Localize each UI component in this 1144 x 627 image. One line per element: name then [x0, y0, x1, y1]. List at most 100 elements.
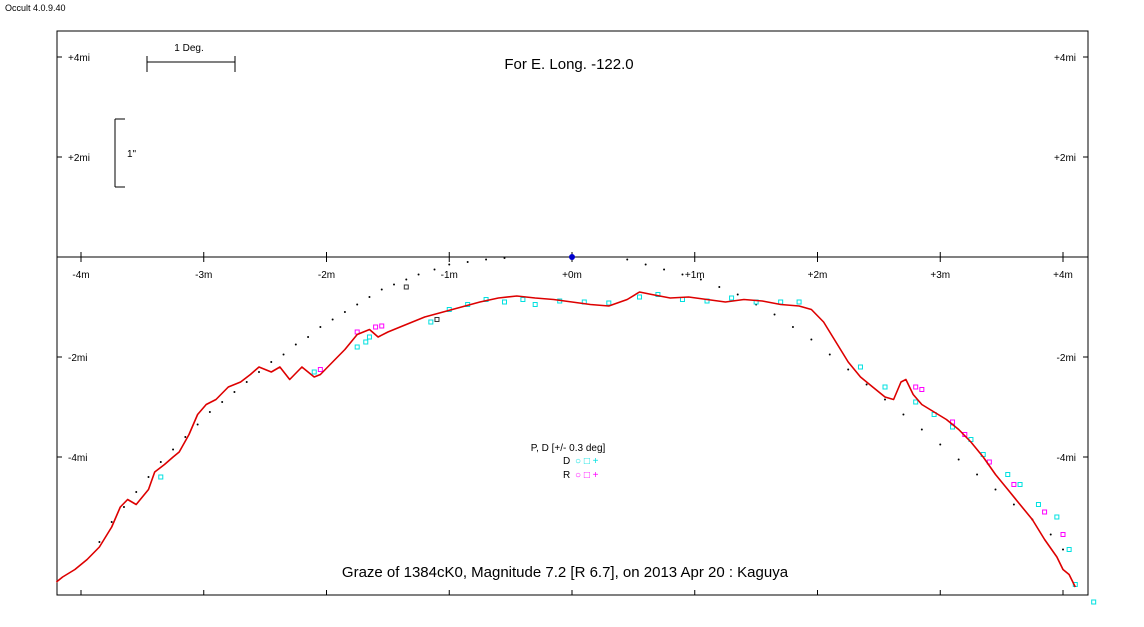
d-event-marker — [428, 319, 434, 325]
limb-dot — [307, 336, 310, 338]
limb-dot — [282, 353, 285, 356]
limb-dot — [196, 423, 199, 426]
d-event-marker — [729, 295, 735, 301]
limb-dot — [393, 283, 396, 286]
d-event-marker — [1054, 514, 1060, 520]
limb-dot — [884, 398, 887, 401]
limb-dot — [718, 286, 721, 288]
limb-dot — [331, 318, 334, 321]
legend: P, D [+/- 0.3 deg] D ○ □ + R ○ □ + — [531, 443, 606, 481]
d-event-marker — [1035, 502, 1041, 507]
other-event-marker — [434, 317, 440, 322]
x-tick-label: -4m — [72, 270, 89, 281]
limb-dot — [828, 353, 831, 356]
limb-dot — [110, 521, 113, 523]
r-event-marker — [317, 367, 323, 372]
limb-dot — [433, 268, 436, 271]
limb-dot — [939, 443, 942, 446]
limb-dot — [773, 313, 776, 316]
limb-dot — [663, 268, 666, 271]
d-event-marker — [913, 399, 919, 405]
y-tick-label-left: +4mi — [68, 53, 90, 64]
limb-dot — [626, 258, 629, 261]
x-tick-label: -2m — [318, 270, 335, 281]
star-marker — [569, 254, 575, 260]
d-event-marker — [1017, 482, 1023, 487]
d-event-marker — [520, 297, 526, 302]
d-event-marker — [363, 339, 369, 345]
limb-dot — [1012, 503, 1015, 506]
limb-dot — [159, 461, 162, 463]
limb-dot — [847, 368, 850, 371]
legend-r-symbols: ○ □ + — [575, 470, 599, 481]
chart-subtitle: For E. Long. -122.0 — [504, 56, 633, 73]
d-event-marker — [857, 364, 863, 370]
legend-d-symbols: ○ □ + — [575, 456, 599, 467]
limb-dot — [503, 257, 506, 259]
d-event-marker — [366, 334, 372, 340]
x-tick-label: -3m — [195, 270, 212, 281]
limb-dot — [485, 258, 488, 261]
legend-d-label: D — [563, 456, 570, 467]
limb-dot — [208, 411, 211, 413]
other-event-markers — [403, 284, 440, 322]
limb-dot — [417, 273, 420, 276]
limb-dot — [368, 296, 371, 298]
d-event-marker — [796, 299, 802, 305]
limb-dot — [221, 401, 224, 403]
limb-dot — [699, 278, 702, 281]
y-tick-label-right: +2mi — [1054, 153, 1076, 164]
y-tick-label-right: +4mi — [1054, 53, 1076, 64]
limb-dot — [172, 448, 175, 451]
r-event-marker — [1011, 482, 1017, 487]
d-event-marker — [158, 474, 164, 480]
limb-dot — [466, 261, 469, 263]
limb-dot — [902, 413, 905, 416]
d-event-marker — [778, 299, 784, 305]
r-event-marker — [919, 387, 925, 392]
limb-dot — [257, 371, 260, 373]
limb-dot — [644, 263, 647, 266]
degree-scale-label: 1 Deg. — [174, 43, 203, 54]
limb-dot — [865, 383, 868, 386]
limb-dot — [245, 381, 248, 383]
plot-frame — [56, 30, 1089, 596]
r-event-marker — [1060, 532, 1066, 537]
profile-line — [55, 291, 1077, 588]
d-event-marker — [606, 300, 612, 306]
x-tick-label: +2m — [808, 270, 828, 281]
arcsec-scale-label: 1" — [127, 149, 137, 160]
limb-dot — [957, 458, 960, 461]
limb-dot — [920, 428, 923, 431]
x-tick-label: +1m — [685, 270, 705, 281]
limb-dot — [448, 263, 451, 266]
d-event-marker — [532, 302, 538, 307]
mean-limb-dots — [98, 257, 1064, 551]
limb-dot — [122, 506, 125, 508]
limb-dot — [356, 303, 359, 306]
limb-dot — [994, 488, 997, 491]
legend-title: P, D [+/- 0.3 deg] — [531, 443, 606, 454]
limb-dot — [380, 288, 383, 291]
y-tick-label-right: -2mi — [1057, 353, 1076, 364]
star-dot — [569, 254, 575, 260]
r-event-marker — [1042, 509, 1048, 515]
d-event-marker — [882, 384, 888, 390]
limb-dot — [791, 326, 794, 328]
limb-dot — [135, 491, 138, 493]
limb-dot — [976, 473, 979, 476]
r-event-marker — [913, 384, 919, 390]
limb-dot — [736, 293, 739, 296]
d-event-marker — [501, 299, 507, 305]
y-tick-label-left: +2mi — [68, 153, 90, 164]
d-event-marker — [311, 369, 317, 375]
limb-dot — [343, 311, 346, 313]
limb-dot — [1062, 548, 1064, 551]
limb-dot — [184, 436, 187, 438]
x-tick-label: -1m — [441, 270, 458, 281]
r-event-marker — [373, 324, 379, 330]
limb-dot — [681, 273, 684, 276]
y-tick-label-left: -2mi — [68, 353, 87, 364]
y-tick-label-left: -4mi — [68, 453, 87, 464]
